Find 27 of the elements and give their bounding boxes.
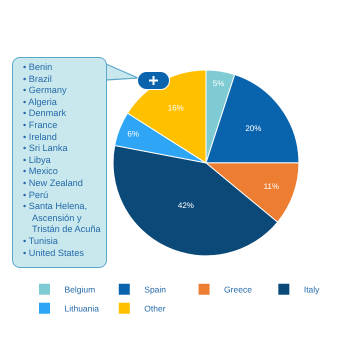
data-label: 11% [264,182,279,191]
data-label: 16% [168,103,184,112]
text: • Denmark [23,108,68,120]
text: • Tunisia [23,236,59,248]
data-label: 20% [245,124,262,134]
text: • Brazil [23,74,53,86]
text: • United States [23,248,85,260]
text: • Santa Helena, Ascensión y Tristán de Acuña [23,201,102,236]
text: • France [23,120,58,132]
legend-label: Lithuania [64,304,100,314]
legend-label: Other [144,304,166,314]
legend-label: Belgium [64,284,96,295]
legend-label: Greece [224,284,252,295]
text: • New Zealand [23,178,84,190]
data-label: 42% [178,201,194,210]
data-label: 6% [127,130,139,139]
text: • Ireland [23,132,58,144]
text: • Sri Lanka [23,143,69,155]
data-label: 5% [212,79,224,88]
text: • Mexico [23,166,59,178]
text: • Benin [23,62,54,74]
text: • Algeria [23,96,58,108]
legend-label: Italy [304,284,320,295]
text: • Libya [23,154,52,166]
legend-label: Spain [144,284,166,295]
text: • Perú [23,190,50,202]
text: • Germany [23,85,68,97]
